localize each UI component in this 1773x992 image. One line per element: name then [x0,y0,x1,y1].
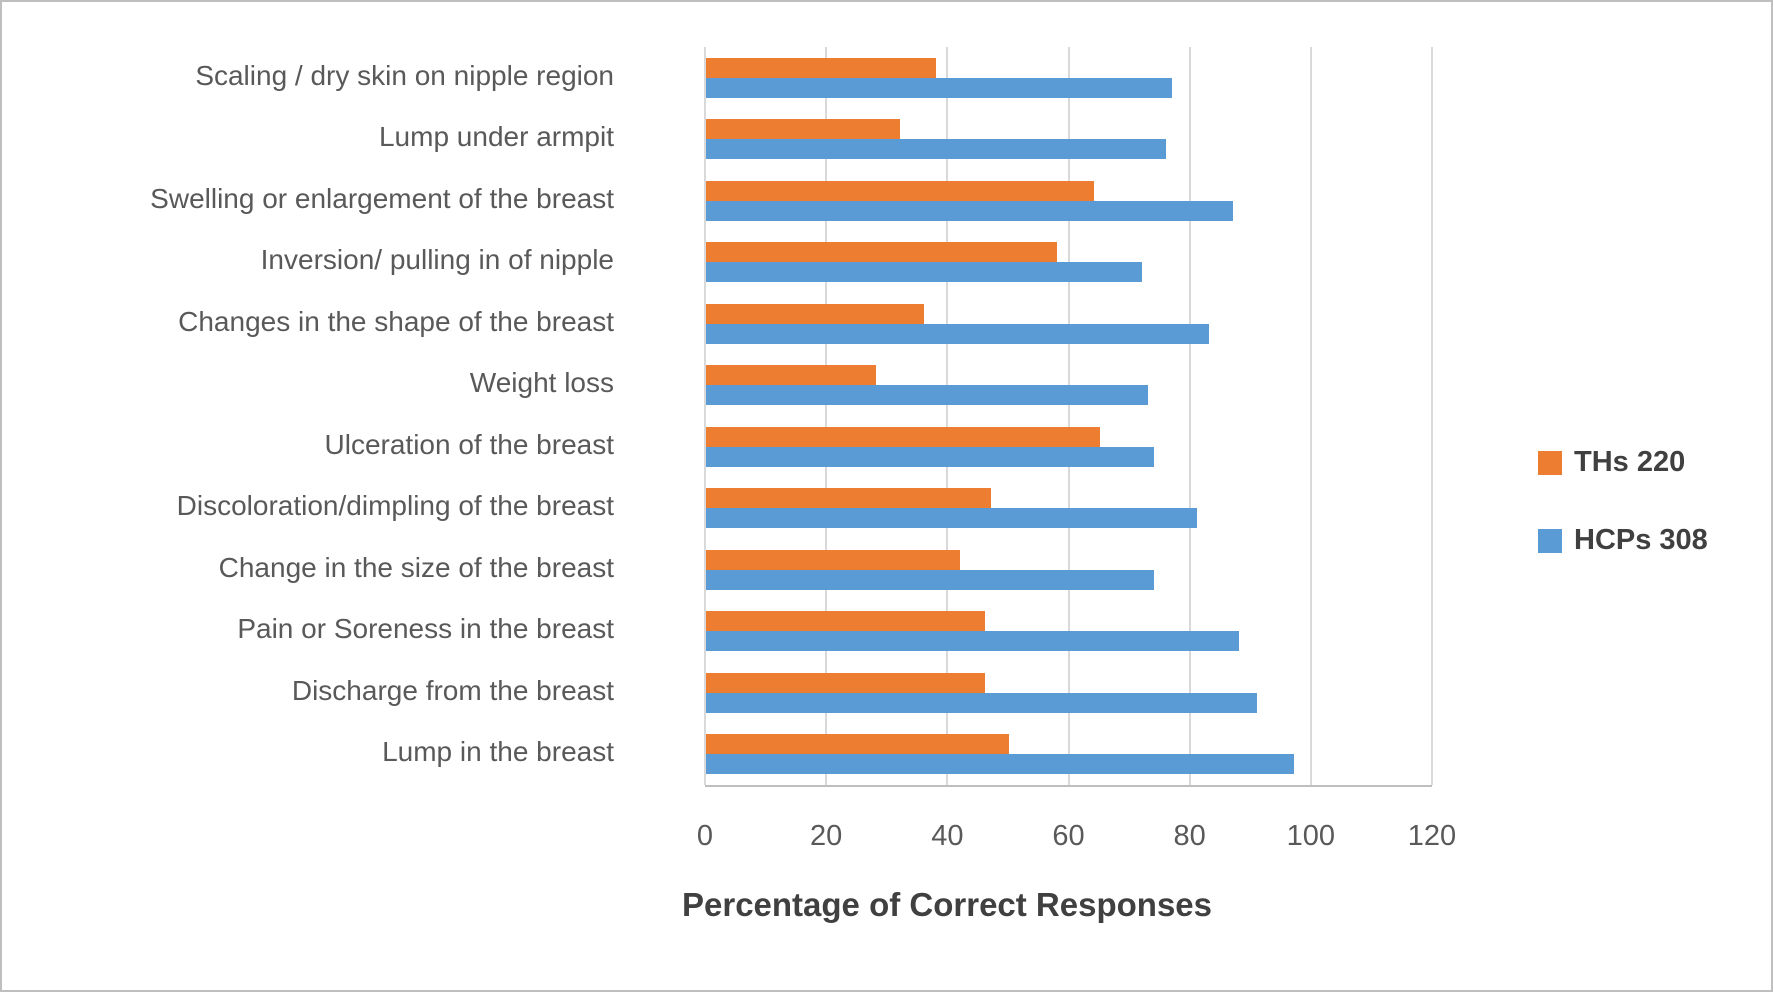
bar-ths-3 [706,242,1058,263]
x-tick-label-120: 120 [1407,820,1457,852]
bar-hcps-1 [706,139,1167,160]
bar-ths-8 [706,549,961,570]
gridline-100 [1309,47,1312,785]
bar-hcps-11 [706,754,1294,775]
bar-hcps-10 [706,692,1258,713]
legend-item-hcps: HCPs 308 [1538,524,1708,557]
x-tick-label-0: 0 [696,820,714,852]
legend-swatch-hcps [1538,528,1562,553]
bar-ths-1 [706,119,900,140]
gridline-20 [825,47,828,785]
category-label: Inversion/ pulling in of nipple [260,244,614,276]
bar-hcps-9 [706,631,1240,652]
category-label: Changes in the shape of the breast [178,305,614,337]
bar-hcps-0 [706,77,1173,98]
category-label: Swelling or enlargement of the breast [150,182,614,214]
category-label: Lump in the breast [382,736,614,768]
legend-label-hcps: HCPs 308 [1574,524,1708,556]
category-label: Ulceration of the breast [324,428,615,460]
bar-ths-2 [706,180,1094,201]
x-axis-line [705,785,1432,787]
bar-hcps-6 [706,446,1155,467]
bar-ths-7 [706,488,991,509]
bar-ths-11 [706,734,1009,755]
bar-ths-0 [706,57,937,78]
bar-hcps-5 [706,385,1149,406]
x-axis-title: Percentage of Correct Responses [681,886,1212,923]
bar-ths-10 [706,672,985,693]
category-label: Discoloration/dimpling of the breast [176,490,614,522]
bar-ths-4 [706,303,925,324]
bar-hcps-7 [706,508,1197,529]
bar-ths-5 [706,365,876,386]
category-label: Scaling / dry skin on nipple region [195,59,614,91]
category-label: Change in the size of the breast [218,551,614,583]
gridline-40 [946,47,949,785]
x-tick-label-80: 80 [1173,820,1206,852]
legend-item-ths: THs 220 [1538,446,1685,479]
x-tick-label-40: 40 [931,820,964,852]
gridline-60 [1067,47,1070,785]
category-label: Discharge from the breast [291,674,614,706]
legend-label-ths: THs 220 [1574,446,1686,478]
category-label: Pain or Soreness in the breast [237,613,614,645]
category-label: Weight loss [469,367,614,399]
bar-hcps-2 [706,200,1234,221]
category-label: Lump under armpit [378,121,614,153]
x-tick-label-100: 100 [1286,820,1336,852]
bar-hcps-3 [706,262,1143,283]
gridline-0 [704,47,706,785]
legend-swatch-ths [1538,450,1562,475]
x-tick-label-60: 60 [1052,820,1085,852]
x-tick-label-20: 20 [810,820,843,852]
gridline-80 [1188,47,1191,785]
bar-hcps-4 [706,323,1209,344]
bar-hcps-8 [706,569,1155,590]
bar-ths-6 [706,426,1100,447]
bar-ths-9 [706,611,985,632]
gridline-120 [1431,47,1433,785]
